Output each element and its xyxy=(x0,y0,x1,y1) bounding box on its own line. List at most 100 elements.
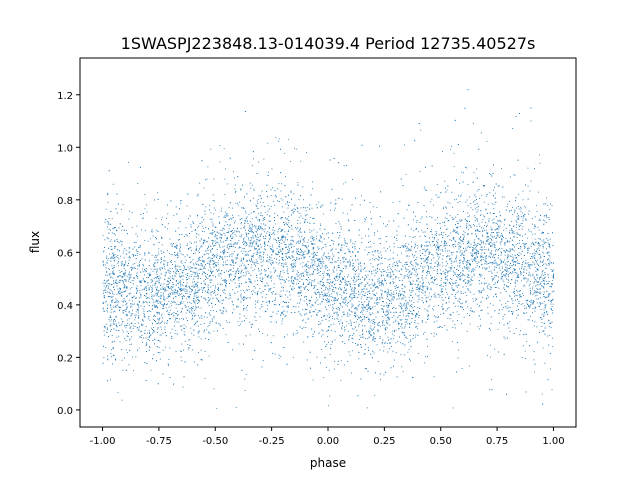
data-point xyxy=(455,297,456,299)
data-point xyxy=(466,261,468,263)
data-point xyxy=(299,239,301,241)
data-point xyxy=(402,279,403,281)
data-point xyxy=(311,260,313,262)
data-point xyxy=(444,282,446,284)
data-point xyxy=(545,215,547,217)
data-point xyxy=(254,246,256,248)
data-point xyxy=(126,315,128,317)
data-point xyxy=(147,332,148,334)
data-point xyxy=(132,309,133,311)
data-point xyxy=(264,244,266,246)
data-point xyxy=(178,318,180,320)
data-point xyxy=(124,263,126,265)
data-point xyxy=(501,266,503,268)
data-point xyxy=(483,186,485,187)
data-point xyxy=(548,217,550,218)
data-point xyxy=(474,208,476,210)
data-point xyxy=(297,241,299,243)
data-point xyxy=(112,295,114,297)
data-point xyxy=(183,349,184,351)
data-point xyxy=(116,337,118,339)
data-point xyxy=(352,304,354,306)
data-point xyxy=(228,228,230,230)
data-point xyxy=(157,323,159,324)
data-point xyxy=(237,268,239,270)
data-point xyxy=(309,300,311,302)
data-point xyxy=(197,215,199,217)
data-point xyxy=(399,323,400,325)
data-point xyxy=(152,284,154,286)
data-point xyxy=(258,213,260,215)
data-point xyxy=(511,214,513,216)
data-point xyxy=(512,271,514,273)
data-point xyxy=(232,261,234,262)
data-point xyxy=(383,223,384,225)
data-point xyxy=(366,246,368,248)
data-point xyxy=(474,259,476,261)
data-point xyxy=(379,349,381,351)
data-point xyxy=(421,321,423,323)
data-point xyxy=(518,291,520,293)
data-point xyxy=(368,320,370,322)
data-point xyxy=(438,258,439,260)
data-point xyxy=(136,288,138,290)
data-point xyxy=(180,269,182,270)
data-point xyxy=(231,274,233,276)
data-point xyxy=(312,267,314,269)
data-point xyxy=(181,283,183,285)
data-point xyxy=(449,318,451,320)
data-point xyxy=(404,291,406,293)
data-point xyxy=(408,243,410,245)
data-point xyxy=(505,266,507,268)
data-point xyxy=(404,286,406,288)
data-point xyxy=(355,255,356,256)
data-point xyxy=(270,277,272,278)
data-point xyxy=(335,279,336,281)
data-point xyxy=(250,324,252,326)
data-point xyxy=(339,274,341,275)
data-point xyxy=(136,292,138,294)
data-point xyxy=(240,250,242,252)
data-point xyxy=(244,268,246,270)
data-point xyxy=(413,256,415,258)
data-point xyxy=(488,220,490,221)
data-point xyxy=(414,236,416,237)
data-point xyxy=(129,338,131,340)
data-point xyxy=(160,288,161,290)
data-point xyxy=(270,195,272,196)
data-point xyxy=(366,407,368,409)
data-point xyxy=(375,272,377,274)
data-point xyxy=(425,245,427,247)
data-point xyxy=(305,327,307,328)
data-point xyxy=(530,231,532,233)
data-point xyxy=(390,294,392,296)
data-point xyxy=(293,246,295,247)
data-point xyxy=(286,256,287,258)
data-point xyxy=(308,290,309,291)
data-point xyxy=(367,338,369,340)
data-point xyxy=(188,348,189,350)
data-point xyxy=(223,245,225,247)
data-point xyxy=(459,266,461,268)
data-point xyxy=(234,243,236,244)
data-point xyxy=(152,270,154,272)
data-point xyxy=(296,259,298,260)
data-point xyxy=(268,226,270,228)
data-point xyxy=(220,251,222,253)
data-point xyxy=(171,313,173,314)
data-point xyxy=(453,290,455,292)
data-point xyxy=(468,260,470,262)
data-point xyxy=(106,255,108,257)
data-point xyxy=(194,272,195,274)
data-point xyxy=(311,315,313,317)
data-point xyxy=(486,241,488,242)
data-point xyxy=(307,253,309,254)
data-point xyxy=(422,270,423,272)
data-point xyxy=(177,310,179,312)
data-point xyxy=(197,325,199,327)
data-point xyxy=(258,257,260,259)
data-point xyxy=(374,284,375,286)
data-point xyxy=(305,265,307,267)
data-point xyxy=(440,285,442,287)
data-point xyxy=(530,120,532,122)
